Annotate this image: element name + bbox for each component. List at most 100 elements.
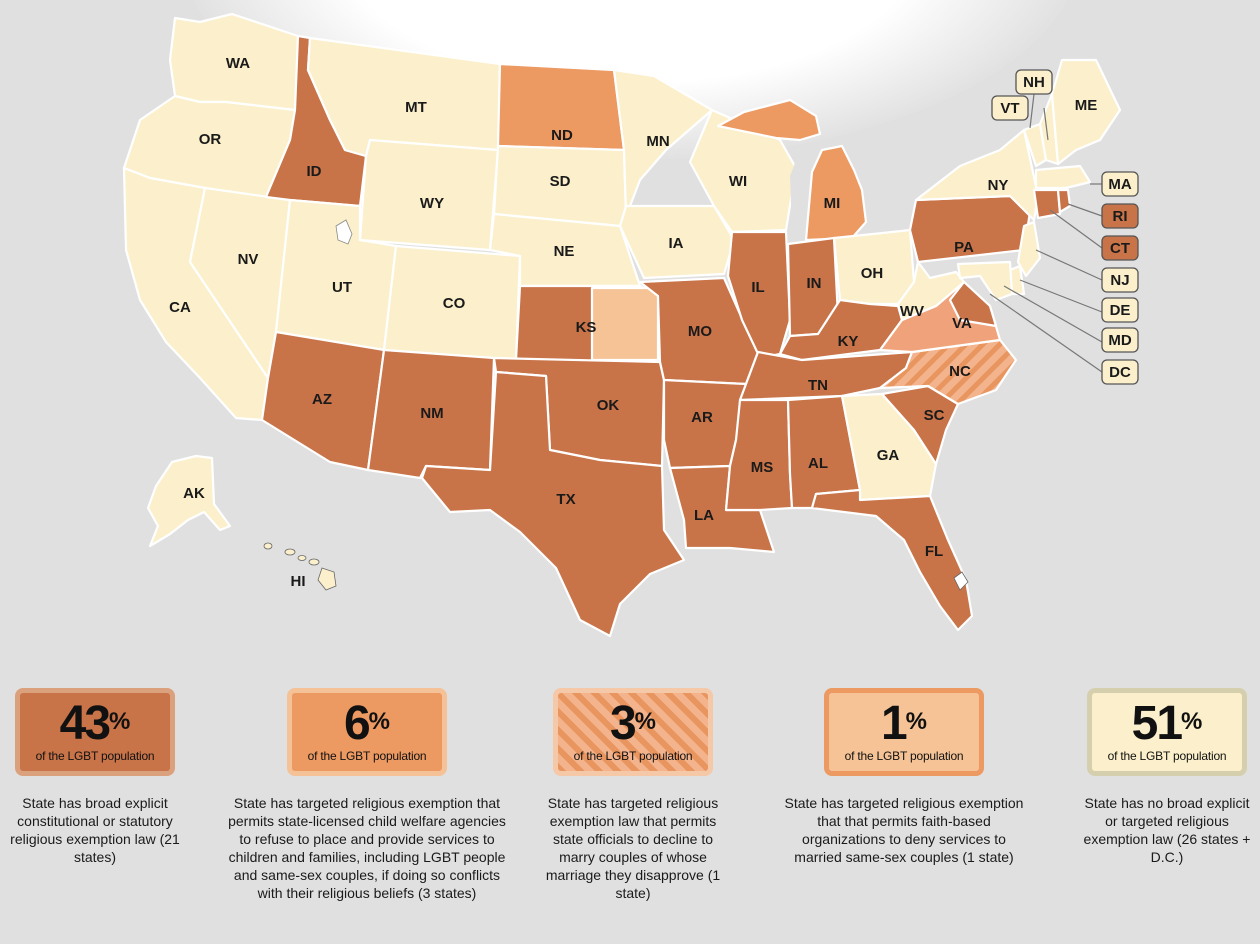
label-la: LA: [694, 507, 714, 524]
label-nd: ND: [551, 127, 573, 144]
label-ia: IA: [669, 235, 684, 252]
legend-subtitle: of the LGBT population: [35, 749, 155, 763]
state-mn[interactable]: [612, 68, 714, 218]
label-sd: SD: [550, 173, 571, 190]
state-mi[interactable]: [804, 144, 868, 242]
label-nm: NM: [420, 405, 443, 422]
state-ca[interactable]: [122, 166, 270, 422]
label-ca: CA: [169, 299, 191, 316]
label-ga: GA: [877, 447, 900, 464]
state-hi[interactable]: [263, 542, 337, 591]
label-or: OR: [199, 131, 222, 148]
legend-item-child-welfare: 6% of the LGBT population State has targ…: [228, 688, 506, 902]
label-ky: KY: [838, 333, 859, 350]
state-wy[interactable]: [358, 138, 500, 252]
label-oh: OH: [861, 265, 884, 282]
label-mn: MN: [646, 133, 669, 150]
lake-okeechobee: [953, 571, 969, 591]
label-fl: FL: [925, 543, 943, 560]
svg-text:RI: RI: [1113, 208, 1128, 225]
callout-ct[interactable]: CT: [1101, 235, 1139, 261]
label-sc: SC: [924, 407, 945, 424]
state-ky[interactable]: [778, 298, 904, 362]
svg-text:DC: DC: [1109, 364, 1131, 381]
callout-leaders: [989, 93, 1104, 373]
state-ak[interactable]: [146, 454, 232, 548]
svg-text:VT: VT: [1000, 100, 1019, 117]
label-co: CO: [443, 295, 466, 312]
state-me[interactable]: [1050, 58, 1122, 166]
label-ar: AR: [691, 409, 713, 426]
label-ny: NY: [988, 177, 1009, 194]
label-id: ID: [307, 163, 322, 180]
state-md-shape: [956, 260, 1014, 302]
svg-text:MA: MA: [1108, 176, 1131, 193]
state-fl[interactable]: [810, 488, 974, 632]
callout-dc[interactable]: DC: [1101, 359, 1139, 385]
legend-description: State has targeted religious exemption t…: [228, 795, 506, 901]
us-map: NH VT MA RI CT NJ DE MD DC WA OR CA NV I…: [122, 12, 1139, 638]
legend-description: State has targeted religious exemption t…: [784, 795, 1024, 865]
state-ma-shape: [1034, 164, 1092, 190]
label-mi: MI: [824, 195, 841, 212]
legend-percent: 6%: [343, 697, 391, 750]
label-wa: WA: [226, 55, 250, 72]
state-nc[interactable]: [878, 338, 1018, 406]
label-in: IN: [807, 275, 822, 292]
label-al: AL: [808, 455, 828, 472]
state-nj-shape: [1016, 220, 1042, 278]
state-labels: WA OR CA NV ID MT WY UT CO AZ NM ND SD N…: [169, 55, 1097, 590]
label-mo: MO: [688, 323, 712, 340]
svg-text:CT: CT: [1110, 240, 1130, 257]
callout-nh[interactable]: NH: [1015, 69, 1053, 95]
legend-badge-child-welfare: 6% of the LGBT population: [287, 688, 447, 776]
state-va-partial: [948, 280, 998, 328]
state-ct-shape: [1032, 188, 1062, 220]
state-mi-upper[interactable]: [716, 98, 822, 142]
legend-badge-none: 51% of the LGBT population: [1087, 688, 1247, 776]
callout-md[interactable]: MD: [1101, 327, 1139, 353]
callout-vt[interactable]: VT: [991, 95, 1029, 121]
label-me: ME: [1075, 97, 1098, 114]
label-wi: WI: [729, 173, 747, 190]
callout-ri[interactable]: RI: [1101, 203, 1139, 229]
state-ks-partial: [590, 286, 660, 362]
state-ny[interactable]: [914, 128, 1040, 222]
label-nc: NC: [949, 363, 971, 380]
callout-nj[interactable]: NJ: [1101, 267, 1139, 293]
label-wv: WV: [900, 303, 924, 320]
label-ms: MS: [751, 459, 774, 476]
legend-item-broad: 43% of the LGBT population State has bro…: [10, 688, 180, 866]
label-il: IL: [751, 279, 764, 296]
callout-ma[interactable]: MA: [1101, 171, 1139, 197]
label-az: AZ: [312, 391, 332, 408]
label-ok: OK: [597, 397, 620, 414]
lake-michigan: [790, 150, 808, 236]
legend-description: State has broad explicit constitutional …: [10, 795, 180, 865]
svg-text:MD: MD: [1108, 332, 1131, 349]
svg-text:NJ: NJ: [1110, 272, 1129, 289]
label-pa: PA: [954, 239, 974, 256]
svg-text:DE: DE: [1110, 302, 1131, 319]
legend-percent: 1%: [880, 697, 928, 750]
legend-percent: 3%: [609, 697, 657, 750]
legend-percent: 43%: [59, 697, 131, 750]
label-tx: TX: [556, 491, 575, 508]
label-ne: NE: [554, 243, 575, 260]
state-ri-shape: [1056, 188, 1072, 214]
callout-de[interactable]: DE: [1101, 297, 1139, 323]
legend-subtitle: of the LGBT population: [307, 749, 427, 763]
label-nv: NV: [238, 251, 259, 268]
legend-percent: 51%: [1131, 697, 1203, 750]
svg-text:NH: NH: [1023, 74, 1045, 91]
legend-item-officials: 3% of the LGBT population State has targ…: [546, 688, 720, 902]
label-hi: HI: [291, 573, 306, 590]
state-wv[interactable]: [896, 260, 966, 322]
label-va: VA: [952, 315, 972, 332]
legend-item-none: 51% of the LGBT population State has no …: [1082, 688, 1252, 866]
state-tx[interactable]: [420, 370, 686, 638]
label-wy: WY: [420, 195, 444, 212]
legend-item-faith-based: 1% of the LGBT population State has targ…: [785, 688, 1023, 866]
great-salt-lake: [335, 219, 353, 245]
legend-subtitle: of the LGBT population: [573, 749, 693, 763]
